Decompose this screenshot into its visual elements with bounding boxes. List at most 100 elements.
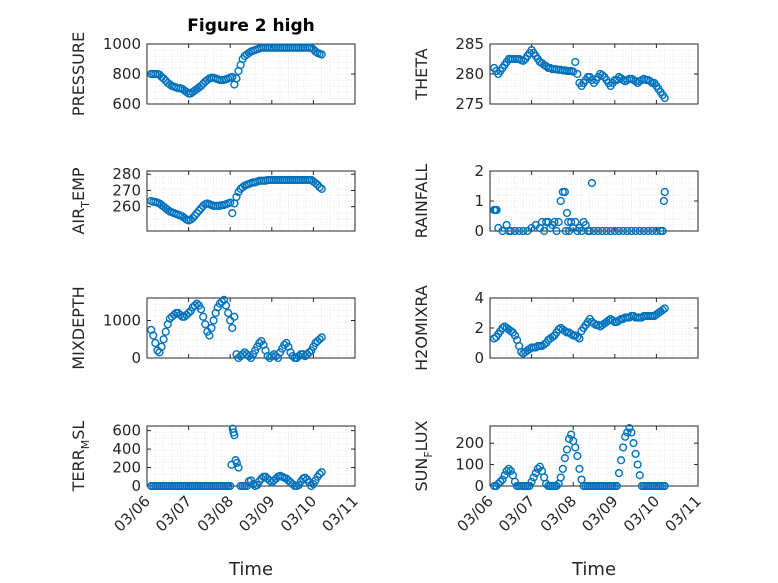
data-point: [161, 327, 170, 336]
data-point: [317, 468, 326, 477]
data-point: [558, 464, 567, 473]
data-point: [527, 477, 536, 486]
data-point: [224, 308, 233, 318]
data-point: [232, 192, 241, 202]
data-point: [625, 424, 634, 433]
data-point: [192, 209, 202, 218]
data-point: [552, 481, 561, 491]
data-point: [573, 69, 582, 79]
data-point: [490, 334, 499, 343]
data-point: [192, 299, 202, 308]
y-axis-label-main: SUN: [412, 458, 431, 492]
data-point: [533, 464, 542, 473]
y-tick-label: 0: [474, 477, 484, 495]
y-tick-label: 100: [455, 456, 484, 474]
y-axis-label-tail: LUX: [412, 420, 431, 451]
data-point: [519, 56, 528, 65]
data-point: [573, 451, 582, 461]
y-tick-label: 270: [112, 181, 141, 199]
axes-box: [146, 425, 356, 487]
y-tick-label: 285: [455, 35, 484, 53]
plot-area: [490, 426, 698, 486]
data-point: [307, 481, 316, 491]
data-point: [539, 226, 549, 236]
y-tick-label: 200: [112, 459, 141, 477]
data-point: [535, 462, 545, 471]
data-point: [539, 340, 549, 349]
axes-box: [146, 170, 356, 232]
data-point: [623, 226, 632, 236]
data-point: [567, 329, 576, 339]
subplot-pressure: 600 800 1000 PRESSURE: [69, 32, 356, 116]
data-point: [525, 481, 534, 491]
data-point: [199, 312, 208, 321]
y-axis-label-subscript: F: [422, 451, 435, 457]
data-point: [585, 226, 594, 236]
data-point: [594, 226, 603, 236]
data-point: [556, 473, 565, 482]
data-point: [635, 226, 644, 236]
data-point: [614, 226, 624, 236]
data-point: [658, 305, 667, 315]
data-point: [562, 208, 572, 218]
data-point: [658, 226, 667, 236]
y-axis-label: PRESSURE: [69, 32, 88, 116]
data-point: [228, 209, 237, 218]
data-point: [519, 226, 528, 236]
data-point: [602, 226, 611, 236]
data-point: [515, 226, 524, 236]
y-axis-label-tail: SL: [69, 421, 88, 440]
data-point: [614, 469, 624, 478]
data-point: [660, 481, 669, 491]
data-point: [315, 183, 324, 192]
data-point: [255, 338, 264, 348]
data-point: [633, 460, 642, 469]
data-point: [619, 443, 628, 452]
data-point: [238, 183, 247, 192]
y-axis-label-main: RAINFALL: [412, 164, 431, 239]
data-point: [659, 196, 668, 206]
y-axis-label: AIRTEMP: [69, 167, 92, 234]
data-point: [196, 81, 206, 91]
data-point: [646, 77, 655, 86]
data-point: [569, 67, 578, 76]
data-point: [506, 326, 515, 336]
y-tick-label: 0: [131, 349, 141, 367]
y-axis-label-main: H2OMIXRA: [412, 285, 431, 371]
data-point: [194, 206, 204, 215]
y-tick-label: 0: [474, 222, 484, 240]
data-point: [205, 331, 214, 340]
data-point: [506, 226, 515, 236]
data-point: [621, 432, 630, 441]
data-point: [227, 460, 236, 469]
y-axis-label-main: AIR: [69, 208, 88, 235]
data-point: [631, 449, 640, 458]
y-tick-label: 260: [112, 198, 141, 216]
axes-box: [489, 425, 699, 487]
data-point: [587, 178, 597, 188]
data-point: [188, 213, 197, 223]
data-point: [221, 301, 231, 310]
data-point: [564, 434, 574, 443]
data-point: [280, 340, 289, 349]
y-axis-label: RAINFALL: [412, 164, 431, 239]
data-point: [492, 481, 501, 491]
data-point: [660, 187, 669, 197]
data-point: [317, 333, 326, 342]
y-axis-label: THETA: [412, 48, 431, 100]
data-point: [542, 62, 551, 71]
data-point: [660, 304, 669, 313]
y-tick-label: 2: [474, 162, 484, 180]
data-point: [494, 479, 503, 488]
data-point: [163, 205, 172, 215]
data-point: [616, 456, 626, 465]
data-point: [589, 319, 599, 328]
data-point: [560, 454, 569, 463]
data-point: [571, 217, 580, 227]
data-point: [504, 464, 513, 473]
y-tick-label: 1000: [103, 312, 141, 330]
data-point: [575, 464, 584, 473]
data-point: [149, 331, 158, 340]
data-point: [186, 215, 195, 224]
